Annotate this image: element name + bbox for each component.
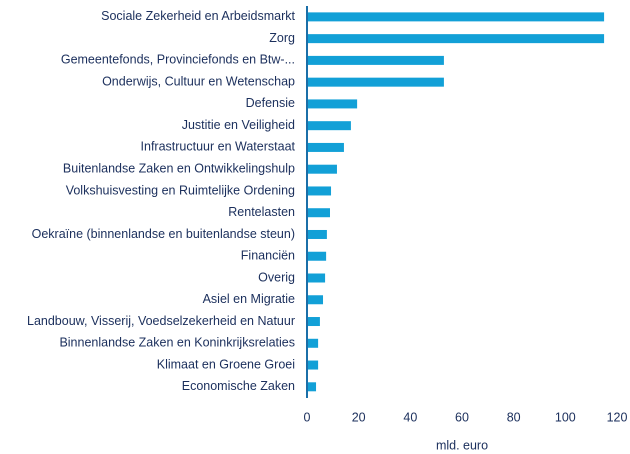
bar — [307, 360, 319, 370]
bar — [307, 229, 327, 239]
y-tick-label: Oekraïne (binnenlandse en buitenlandse s… — [32, 227, 295, 241]
y-tick-label: Buitenlandse Zaken en Ontwikkelingshulp — [63, 161, 295, 175]
y-tick-label: Onderwijs, Cultuur en Wetenschap — [102, 74, 295, 88]
y-tick-label: Zorg — [269, 31, 295, 45]
bar — [307, 12, 605, 22]
y-tick-label: Sociale Zekerheid en Arbeidsmarkt — [101, 9, 295, 23]
bar — [307, 121, 351, 131]
x-tick-label: 20 — [352, 410, 366, 424]
y-tick-label: Defensie — [246, 96, 295, 110]
x-tick-label: 120 — [607, 410, 628, 424]
bar — [307, 317, 320, 327]
y-tick-label: Gemeentefonds, Provinciefonds en Btw-... — [61, 53, 295, 67]
bar — [307, 34, 605, 44]
bar — [307, 186, 332, 196]
x-tick-label: 40 — [403, 410, 417, 424]
bar — [307, 382, 317, 392]
x-axis-label: mld. euro — [436, 438, 488, 452]
bar — [307, 77, 444, 87]
bar — [307, 55, 444, 65]
y-tick-label: Rentelasten — [228, 205, 295, 219]
x-tick-label: 0 — [304, 410, 311, 424]
y-tick-label: Volkshuisvesting en Ruimtelijke Ordening — [66, 183, 295, 197]
x-tick-label: 80 — [507, 410, 521, 424]
bar — [307, 164, 337, 174]
y-tick-label: Infrastructuur en Waterstaat — [141, 140, 296, 154]
bar — [307, 273, 326, 283]
bar — [307, 208, 330, 218]
y-tick-label: Asiel en Migratie — [203, 292, 295, 306]
x-tick-label: 60 — [455, 410, 469, 424]
y-tick-label: Justitie en Veiligheid — [182, 118, 295, 132]
y-tick-label: Klimaat en Groene Groei — [157, 357, 295, 371]
bar — [307, 295, 324, 305]
bar — [307, 99, 358, 109]
y-tick-label: Binnenlandse Zaken en Koninkrijksrelatie… — [59, 336, 295, 350]
y-tick-label: Economische Zaken — [182, 379, 295, 393]
bar — [307, 251, 327, 261]
bar — [307, 142, 344, 152]
x-tick-label: 100 — [555, 410, 576, 424]
y-tick-label: Financiën — [241, 249, 295, 263]
bar — [307, 338, 319, 348]
y-tick-label: Overig — [258, 270, 295, 284]
y-tick-label: Landbouw, Visserij, Voedselzekerheid en … — [27, 314, 295, 328]
